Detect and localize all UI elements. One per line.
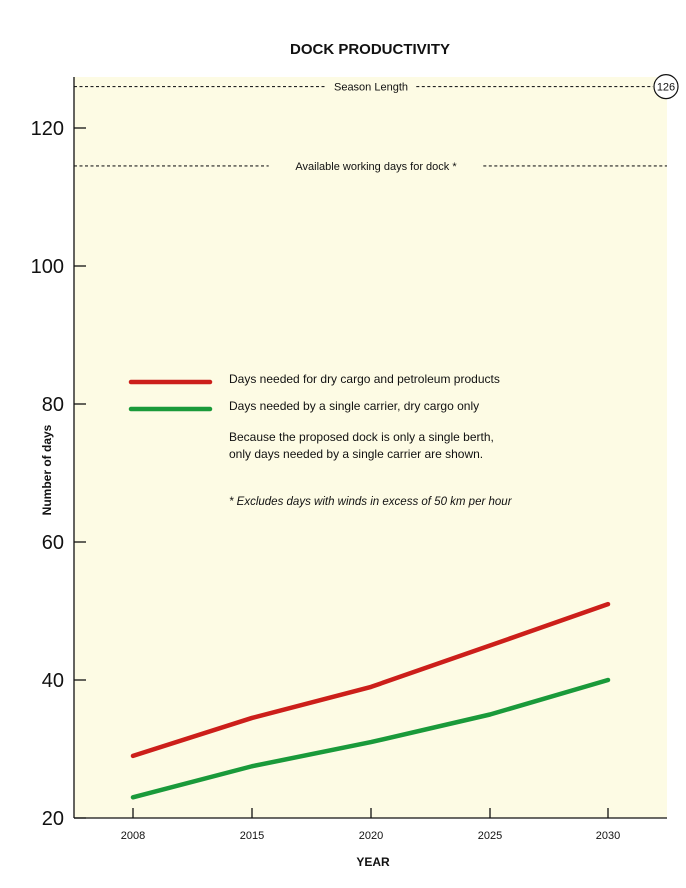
reference-line-label: Available working days for dock *: [295, 161, 457, 173]
x-axis-ticks: 2008 2015 2020 2025 2030: [121, 808, 620, 842]
note-line-2: only days needed by a single carrier are…: [229, 447, 483, 461]
x-tick-label: 2025: [478, 830, 502, 842]
y-tick-label: 80: [42, 394, 64, 416]
season-length-badge: [653, 73, 679, 100]
y-tick-label: 120: [31, 118, 64, 140]
x-tick-label: 2008: [121, 830, 145, 842]
series-line-1: [130, 601, 611, 759]
y-axis-ticks: 20 40 60 80 100 120: [31, 118, 86, 830]
season-length-badge-value: 126: [657, 82, 675, 94]
y-tick-label: 60: [42, 532, 64, 554]
note-line-1: Because the proposed dock is only a sing…: [229, 430, 494, 444]
y-axis-label: Number of days: [40, 424, 54, 515]
footnote: * Excludes days with winds in excess of …: [229, 496, 513, 508]
reference-lines: Season Length 126 Available working days f…: [74, 73, 679, 173]
chart-title: DOCK PRODUCTIVITY: [290, 41, 450, 58]
reference-line-label: Season Length: [334, 82, 408, 94]
legend: Days needed for dry cargo and petroleum …: [128, 372, 500, 413]
plot-background: [74, 77, 667, 818]
x-tick-label: 2030: [596, 830, 620, 842]
x-tick-label: 2020: [359, 830, 383, 842]
series-lines: [130, 601, 611, 800]
y-tick-label: 20: [42, 808, 64, 830]
legend-label: Days needed for dry cargo and petroleum …: [229, 372, 500, 386]
legend-label: Days needed by a single carrier, dry car…: [229, 399, 479, 413]
x-tick-label: 2015: [240, 830, 264, 842]
series-line-2: [130, 677, 611, 800]
y-tick-label: 100: [31, 256, 64, 278]
x-axis-label: YEAR: [356, 855, 390, 869]
y-tick-label: 40: [42, 670, 64, 692]
